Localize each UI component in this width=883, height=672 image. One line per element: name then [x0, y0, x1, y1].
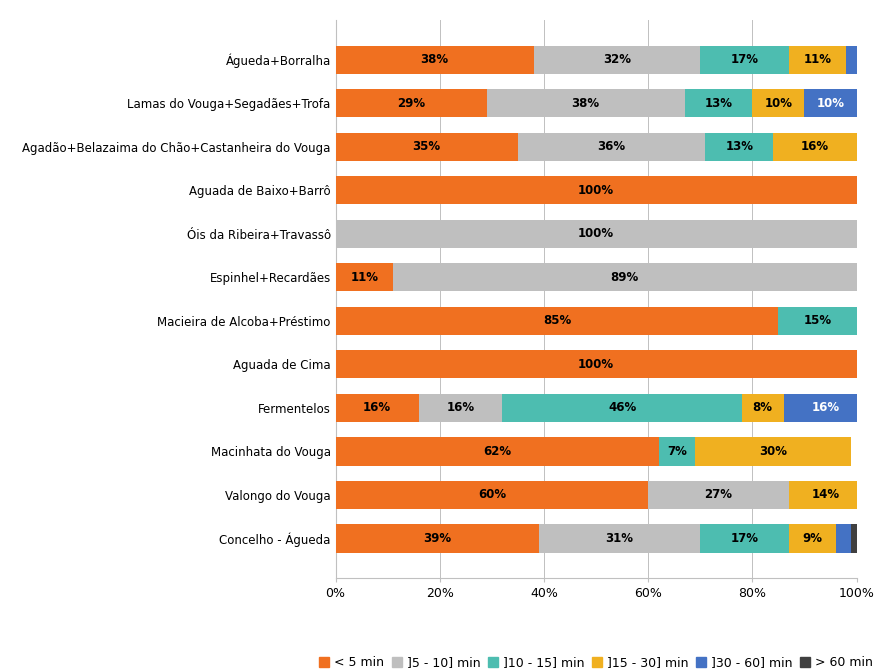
- Bar: [533, 46, 700, 74]
- Text: 85%: 85%: [543, 314, 571, 327]
- Bar: [336, 437, 659, 466]
- Bar: [539, 524, 700, 552]
- Text: 10%: 10%: [817, 97, 844, 110]
- Text: 16%: 16%: [363, 401, 391, 415]
- Text: 29%: 29%: [397, 97, 425, 110]
- Bar: [336, 89, 487, 118]
- Bar: [336, 480, 648, 509]
- Bar: [779, 306, 857, 335]
- Bar: [700, 46, 789, 74]
- Legend: < 5 min, ]5 - 10] min, ]10 - 15] min, ]15 - 30] min, ]30 - 60] min, > 60 min: < 5 min, ]5 - 10] min, ]10 - 15] min, ]1…: [314, 651, 878, 672]
- Text: 16%: 16%: [811, 401, 840, 415]
- Text: 11%: 11%: [804, 53, 832, 66]
- Text: 8%: 8%: [752, 401, 773, 415]
- Bar: [835, 524, 851, 552]
- Bar: [846, 46, 857, 74]
- Text: 89%: 89%: [610, 271, 638, 284]
- Bar: [336, 350, 857, 378]
- Bar: [336, 220, 857, 248]
- Bar: [336, 176, 857, 204]
- Bar: [336, 306, 779, 335]
- Bar: [774, 132, 857, 161]
- Text: 14%: 14%: [811, 489, 840, 501]
- Bar: [336, 524, 539, 552]
- Text: 30%: 30%: [759, 445, 787, 458]
- Text: 13%: 13%: [705, 97, 733, 110]
- Bar: [336, 263, 393, 292]
- Bar: [336, 46, 533, 74]
- Bar: [700, 524, 789, 552]
- Bar: [517, 132, 706, 161]
- Bar: [419, 394, 502, 422]
- Bar: [742, 394, 783, 422]
- Text: 100%: 100%: [578, 183, 614, 197]
- Text: 100%: 100%: [578, 227, 614, 241]
- Text: 27%: 27%: [705, 489, 733, 501]
- Text: 7%: 7%: [667, 445, 687, 458]
- Text: 10%: 10%: [765, 97, 792, 110]
- Bar: [752, 89, 804, 118]
- Text: 9%: 9%: [803, 532, 822, 545]
- Bar: [336, 394, 419, 422]
- Text: 38%: 38%: [571, 97, 600, 110]
- Bar: [789, 524, 835, 552]
- Bar: [487, 89, 684, 118]
- Bar: [789, 480, 862, 509]
- Text: 35%: 35%: [412, 140, 441, 153]
- Bar: [789, 46, 846, 74]
- Text: 62%: 62%: [483, 445, 511, 458]
- Text: 16%: 16%: [447, 401, 475, 415]
- Bar: [684, 89, 752, 118]
- Text: 100%: 100%: [578, 358, 614, 371]
- Bar: [502, 394, 742, 422]
- Text: 36%: 36%: [598, 140, 626, 153]
- Bar: [393, 263, 857, 292]
- Bar: [783, 394, 867, 422]
- Bar: [706, 132, 774, 161]
- Text: 60%: 60%: [478, 489, 506, 501]
- Bar: [648, 480, 789, 509]
- Text: 31%: 31%: [606, 532, 633, 545]
- Text: 11%: 11%: [351, 271, 378, 284]
- Text: 13%: 13%: [725, 140, 753, 153]
- Text: 16%: 16%: [801, 140, 829, 153]
- Text: 38%: 38%: [420, 53, 449, 66]
- Text: 39%: 39%: [423, 532, 451, 545]
- Bar: [851, 524, 857, 552]
- Text: 17%: 17%: [730, 53, 758, 66]
- Bar: [804, 89, 857, 118]
- Text: 46%: 46%: [608, 401, 636, 415]
- Bar: [695, 437, 851, 466]
- Bar: [659, 437, 695, 466]
- Text: 15%: 15%: [804, 314, 832, 327]
- Text: 32%: 32%: [603, 53, 630, 66]
- Bar: [336, 132, 517, 161]
- Text: 17%: 17%: [730, 532, 758, 545]
